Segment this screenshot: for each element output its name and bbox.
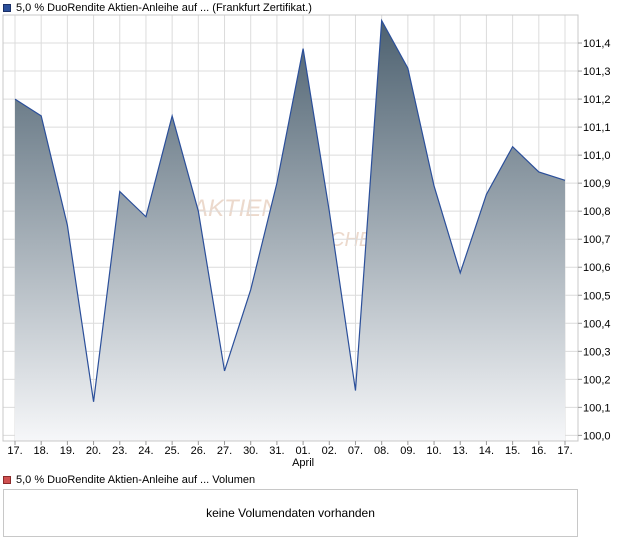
volume-panel: keine Volumendaten vorhanden xyxy=(3,489,578,537)
no-volume-message: keine Volumendaten vorhanden xyxy=(206,506,375,520)
x-tick-label: 13. xyxy=(453,445,468,457)
y-tick-label: 100,5 xyxy=(583,290,611,302)
volume-legend-swatch xyxy=(3,476,11,484)
price-series-line xyxy=(14,18,566,402)
x-tick-label: 17. xyxy=(557,445,572,457)
x-tick-label: 26. xyxy=(191,445,206,457)
x-tick-label: 15. xyxy=(505,445,520,457)
x-tick-label: 17. xyxy=(7,445,22,457)
volume-legend-label: 5,0 % DuoRendite Aktien-Anleihe auf ... … xyxy=(16,474,256,486)
price-legend: 5,0 % DuoRendite Aktien-Anleihe auf ... … xyxy=(0,0,312,16)
x-tick-label: 10. xyxy=(426,445,441,457)
y-tick-label: 100,4 xyxy=(583,318,611,330)
x-axis: 17. 18. 19. 20. 23. 24. 25. 26. 27. 30. 31. 01. 02. 0… xyxy=(7,441,573,469)
y-tick-label: 100,0 xyxy=(583,430,611,442)
x-tick-label: 14. xyxy=(479,445,494,457)
y-tick-label: 101,3 xyxy=(583,66,611,78)
y-tick-label: 100,1 xyxy=(583,402,611,414)
x-tick-label: 16. xyxy=(531,445,546,457)
price-area-fill xyxy=(15,20,565,442)
y-axis: 100,0 100,1 100,2 100,3 100,4 100,5 100,6 100,7… xyxy=(578,38,611,442)
y-tick-label: 101,1 xyxy=(583,122,611,134)
x-tick-label: 24. xyxy=(138,445,153,457)
x-tick-label: 07. xyxy=(348,445,363,457)
y-tick-label: 100,3 xyxy=(583,346,611,358)
y-tick-label: 101,2 xyxy=(583,94,611,106)
watermark-text-1: AKTIEN xyxy=(190,195,279,222)
y-tick-label: 101,4 xyxy=(583,38,611,50)
x-tick-label: 23. xyxy=(112,445,127,457)
y-tick-label: 100,7 xyxy=(583,234,611,246)
price-legend-swatch xyxy=(3,4,11,12)
volume-legend: 5,0 % DuoRendite Aktien-Anleihe auf ... … xyxy=(0,472,255,488)
y-tick-label: 100,9 xyxy=(583,178,611,190)
x-tick-label: 27. xyxy=(217,445,232,457)
x-tick-label: 19. xyxy=(60,445,75,457)
x-tick-label: 25. xyxy=(164,445,179,457)
price-legend-label: 5,0 % DuoRendite Aktien-Anleihe auf ... … xyxy=(16,2,312,14)
y-tick-label: 100,6 xyxy=(583,262,611,274)
y-tick-label: 100,2 xyxy=(583,374,611,386)
y-tick-label: 101,0 xyxy=(583,150,611,162)
x-tick-label: 31. xyxy=(269,445,284,457)
plot-frame xyxy=(2,14,579,442)
x-tick-label: 08. xyxy=(374,445,389,457)
y-tick-label: 100,8 xyxy=(583,206,611,218)
x-tick-label: 01. xyxy=(295,445,310,457)
x-tick-label: 18. xyxy=(34,445,49,457)
x-tick-label: 30. xyxy=(243,445,258,457)
x-tick-label: 02. xyxy=(322,445,337,457)
x-tick-label: 20. xyxy=(86,445,101,457)
x-tick-label: 09. xyxy=(400,445,415,457)
x-month-label: April xyxy=(292,457,314,469)
